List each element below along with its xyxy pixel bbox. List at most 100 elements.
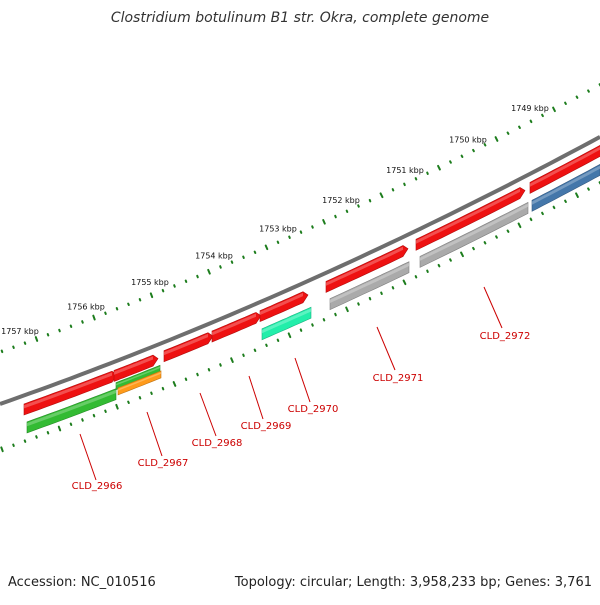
inner-ruler-tick bbox=[393, 287, 394, 288]
kbp-tick-label: 1749 kbp bbox=[511, 104, 549, 113]
inner-ruler-tick bbox=[312, 324, 313, 325]
inner-ruler-tick bbox=[116, 405, 117, 409]
inner-ruler-tick bbox=[554, 207, 555, 208]
outer-ruler-tick bbox=[117, 308, 118, 310]
inner-ruler-tick bbox=[48, 432, 49, 434]
inner-ruler-tick bbox=[231, 358, 233, 362]
outer-ruler-tick bbox=[2, 351, 3, 353]
inner-ruler-tick bbox=[220, 364, 221, 366]
kbp-tick-label: 1751 kbp bbox=[386, 166, 424, 175]
inner-ruler-tick bbox=[381, 293, 382, 295]
inner-ruler-tick bbox=[450, 259, 451, 260]
inner-ruler-tick bbox=[82, 419, 83, 421]
inner-ruler-tick bbox=[576, 193, 578, 197]
outer-ruler-tick bbox=[381, 193, 383, 197]
outer-ruler-tick bbox=[163, 290, 164, 292]
inner-ruler-tick bbox=[243, 355, 244, 357]
inner-ruler-tick bbox=[439, 265, 440, 267]
outer-ruler-tick bbox=[553, 108, 555, 112]
outer-ruler-tick bbox=[48, 334, 49, 336]
inner-ruler-tick bbox=[416, 276, 417, 277]
feature-track bbox=[24, 145, 600, 433]
cds-arrow[interactable] bbox=[164, 333, 213, 362]
outer-ruler-tick bbox=[427, 173, 428, 175]
inner-ruler-tick bbox=[370, 298, 371, 300]
outer-ruler-tick bbox=[243, 257, 244, 259]
inner-ruler-tick bbox=[565, 201, 566, 202]
outer-ruler-tick bbox=[93, 316, 94, 320]
inner-ruler-tick bbox=[542, 213, 543, 214]
gene-label: CLD_2968 bbox=[192, 438, 243, 449]
gene-label: CLD_2967 bbox=[138, 458, 189, 469]
gene-leader-line bbox=[80, 434, 96, 480]
outer-ruler-tick bbox=[232, 261, 233, 263]
inner-ruler-tick bbox=[59, 427, 60, 431]
inner-ruler-tick bbox=[427, 271, 428, 273]
outer-ruler-tick bbox=[496, 137, 498, 141]
outer-ruler-tick bbox=[128, 304, 129, 305]
gene-leader-line bbox=[295, 358, 310, 402]
inner-ruler-tick bbox=[13, 445, 14, 447]
outer-ruler-tick bbox=[577, 97, 578, 98]
inner-ruler-tick bbox=[163, 388, 164, 390]
outer-ruler-tick bbox=[25, 342, 26, 344]
gene-label: CLD_2971 bbox=[373, 373, 424, 384]
outer-ruler-tick bbox=[404, 184, 405, 186]
inner-ruler-tick bbox=[140, 397, 141, 399]
inner-ruler-tick bbox=[531, 219, 532, 221]
inner-ruler-tick bbox=[335, 314, 336, 316]
inner-ruler-tick bbox=[266, 345, 267, 346]
kbp-tick-label: 1756 kbp bbox=[67, 303, 105, 312]
inner-ruler-tick bbox=[485, 242, 486, 243]
outer-ruler-tick bbox=[208, 270, 210, 274]
kbp-tick-label: 1752 kbp bbox=[322, 196, 360, 205]
outer-ruler-tick bbox=[358, 205, 359, 206]
inner-ruler-tick bbox=[519, 224, 521, 228]
outer-ruler-tick bbox=[255, 252, 256, 253]
outer-ruler-tick bbox=[565, 103, 566, 104]
outer-ruler-tick bbox=[36, 337, 37, 341]
outer-ruler-tick bbox=[278, 242, 279, 243]
inner-ruler-tick bbox=[94, 415, 95, 417]
outer-ruler-tick bbox=[393, 189, 394, 190]
outer-ruler-tick bbox=[289, 237, 290, 239]
outer-ruler-tick bbox=[13, 347, 14, 349]
outer-ruler-tick bbox=[197, 276, 198, 278]
genome-summary-text: Topology: circular; Length: 3,958,233 bp… bbox=[234, 575, 592, 590]
gene-label: CLD_2969 bbox=[241, 421, 292, 432]
accession-text: Accession: NC_010516 bbox=[8, 575, 156, 590]
inner-ruler-tick bbox=[461, 253, 463, 257]
outer-ruler-tick bbox=[473, 150, 474, 151]
outer-ruler-tick bbox=[335, 216, 336, 218]
inner-ruler-tick bbox=[186, 379, 187, 381]
inner-ruler-tick bbox=[128, 402, 129, 403]
inner-ruler-tick bbox=[36, 436, 37, 438]
kbp-tick-label: 1757 kbp bbox=[1, 327, 39, 336]
outer-ruler-tick bbox=[462, 156, 463, 157]
inner-ruler-tick bbox=[25, 440, 26, 442]
inner-ruler-tick bbox=[174, 382, 176, 386]
inner-ruler-tick bbox=[197, 374, 198, 376]
outer-ruler-tick bbox=[438, 166, 440, 170]
inner-ruler-tick bbox=[209, 369, 210, 371]
outer-ruler-tick bbox=[323, 220, 325, 224]
cds-arrow[interactable] bbox=[212, 312, 261, 342]
gene-leader-line bbox=[484, 287, 502, 328]
outer-ruler-tick bbox=[347, 211, 348, 212]
map-title: Clostridium botulinum B1 str. Okra, comp… bbox=[111, 10, 489, 26]
outer-ruler-tick bbox=[519, 127, 520, 128]
inner-ruler-tick bbox=[346, 308, 348, 312]
gene-label: CLD_2972 bbox=[480, 331, 531, 342]
inner-ruler-tick bbox=[324, 319, 325, 320]
gene-leader-line bbox=[377, 327, 395, 370]
gene-leader-line bbox=[147, 412, 162, 456]
outer-ruler-tick bbox=[151, 293, 152, 297]
inner-ruler-tick bbox=[151, 393, 152, 395]
outer-ruler-tick bbox=[220, 266, 221, 268]
outer-ruler-tick bbox=[416, 178, 417, 179]
inner-ruler-tick bbox=[508, 231, 509, 232]
inner-ruler-tick bbox=[105, 411, 106, 413]
inner-ruler-tick bbox=[473, 248, 474, 249]
